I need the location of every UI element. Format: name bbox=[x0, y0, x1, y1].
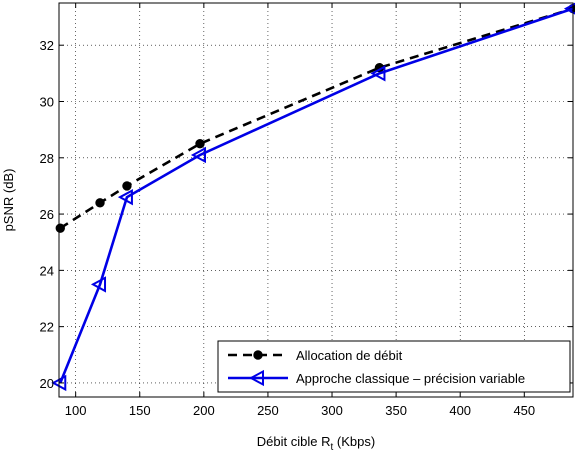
y-tick-label-2: 24 bbox=[40, 263, 54, 278]
x-tick-label-6: 400 bbox=[449, 403, 471, 418]
x-axis-label-suffix: (Kbps) bbox=[333, 434, 375, 449]
x-axis-label-main: Débit cible R bbox=[257, 434, 331, 449]
x-tick-label-2: 200 bbox=[193, 403, 215, 418]
y-tick-label-5: 30 bbox=[40, 95, 54, 110]
x-tick-label-7: 450 bbox=[513, 403, 535, 418]
series-0 bbox=[55, 3, 575, 233]
y-tick-label-3: 26 bbox=[40, 207, 54, 222]
series-layer bbox=[51, 2, 575, 392]
x-axis-label: Débit cible Rt (Kbps) bbox=[257, 434, 375, 453]
x-tick-label-4: 300 bbox=[321, 403, 343, 418]
legend-marker-0 bbox=[253, 350, 263, 360]
x-axis-label-subscript: t bbox=[331, 442, 334, 453]
series-0-line bbox=[59, 7, 574, 230]
series-1-point-4 bbox=[370, 65, 386, 82]
legend-box bbox=[217, 340, 571, 393]
x-tick-label-0: 100 bbox=[65, 403, 87, 418]
y-axis-label: pSNR (dB) bbox=[1, 169, 16, 232]
series-1 bbox=[51, 2, 575, 392]
series-0-point-3 bbox=[195, 139, 205, 149]
y-tick-label-6: 32 bbox=[40, 38, 54, 53]
series-1-point-2 bbox=[117, 189, 133, 206]
x-tick-label-3: 250 bbox=[257, 403, 279, 418]
legend-label-1: Approche classique – précision variable bbox=[296, 371, 525, 386]
legend-label-0: Allocation de débit bbox=[296, 348, 403, 363]
series-0-point-1 bbox=[95, 198, 105, 208]
series-1-point-3 bbox=[190, 146, 206, 164]
x-tick-label-1: 150 bbox=[129, 403, 151, 418]
legend: Allocation de débit Approche classique – … bbox=[217, 340, 571, 393]
series-0-point-0 bbox=[55, 223, 65, 233]
series-1-point-1 bbox=[90, 276, 107, 293]
legend-marker-1 bbox=[248, 369, 264, 387]
x-tick-label-5: 350 bbox=[385, 403, 407, 418]
grid bbox=[59, 3, 573, 397]
y-tick-label-0: 20 bbox=[40, 376, 54, 391]
plot-area bbox=[58, 2, 574, 398]
tick-labels: 100 150 200 250 300 350 400 450 20 22 24 26 28 30 32 bbox=[40, 3, 573, 418]
series-0-point-2 bbox=[122, 181, 132, 191]
y-tick-label-4: 28 bbox=[40, 151, 54, 166]
series-1-line bbox=[59, 7, 574, 384]
series-1-point-5 bbox=[563, 2, 575, 15]
y-tick-label-1: 22 bbox=[40, 320, 54, 335]
